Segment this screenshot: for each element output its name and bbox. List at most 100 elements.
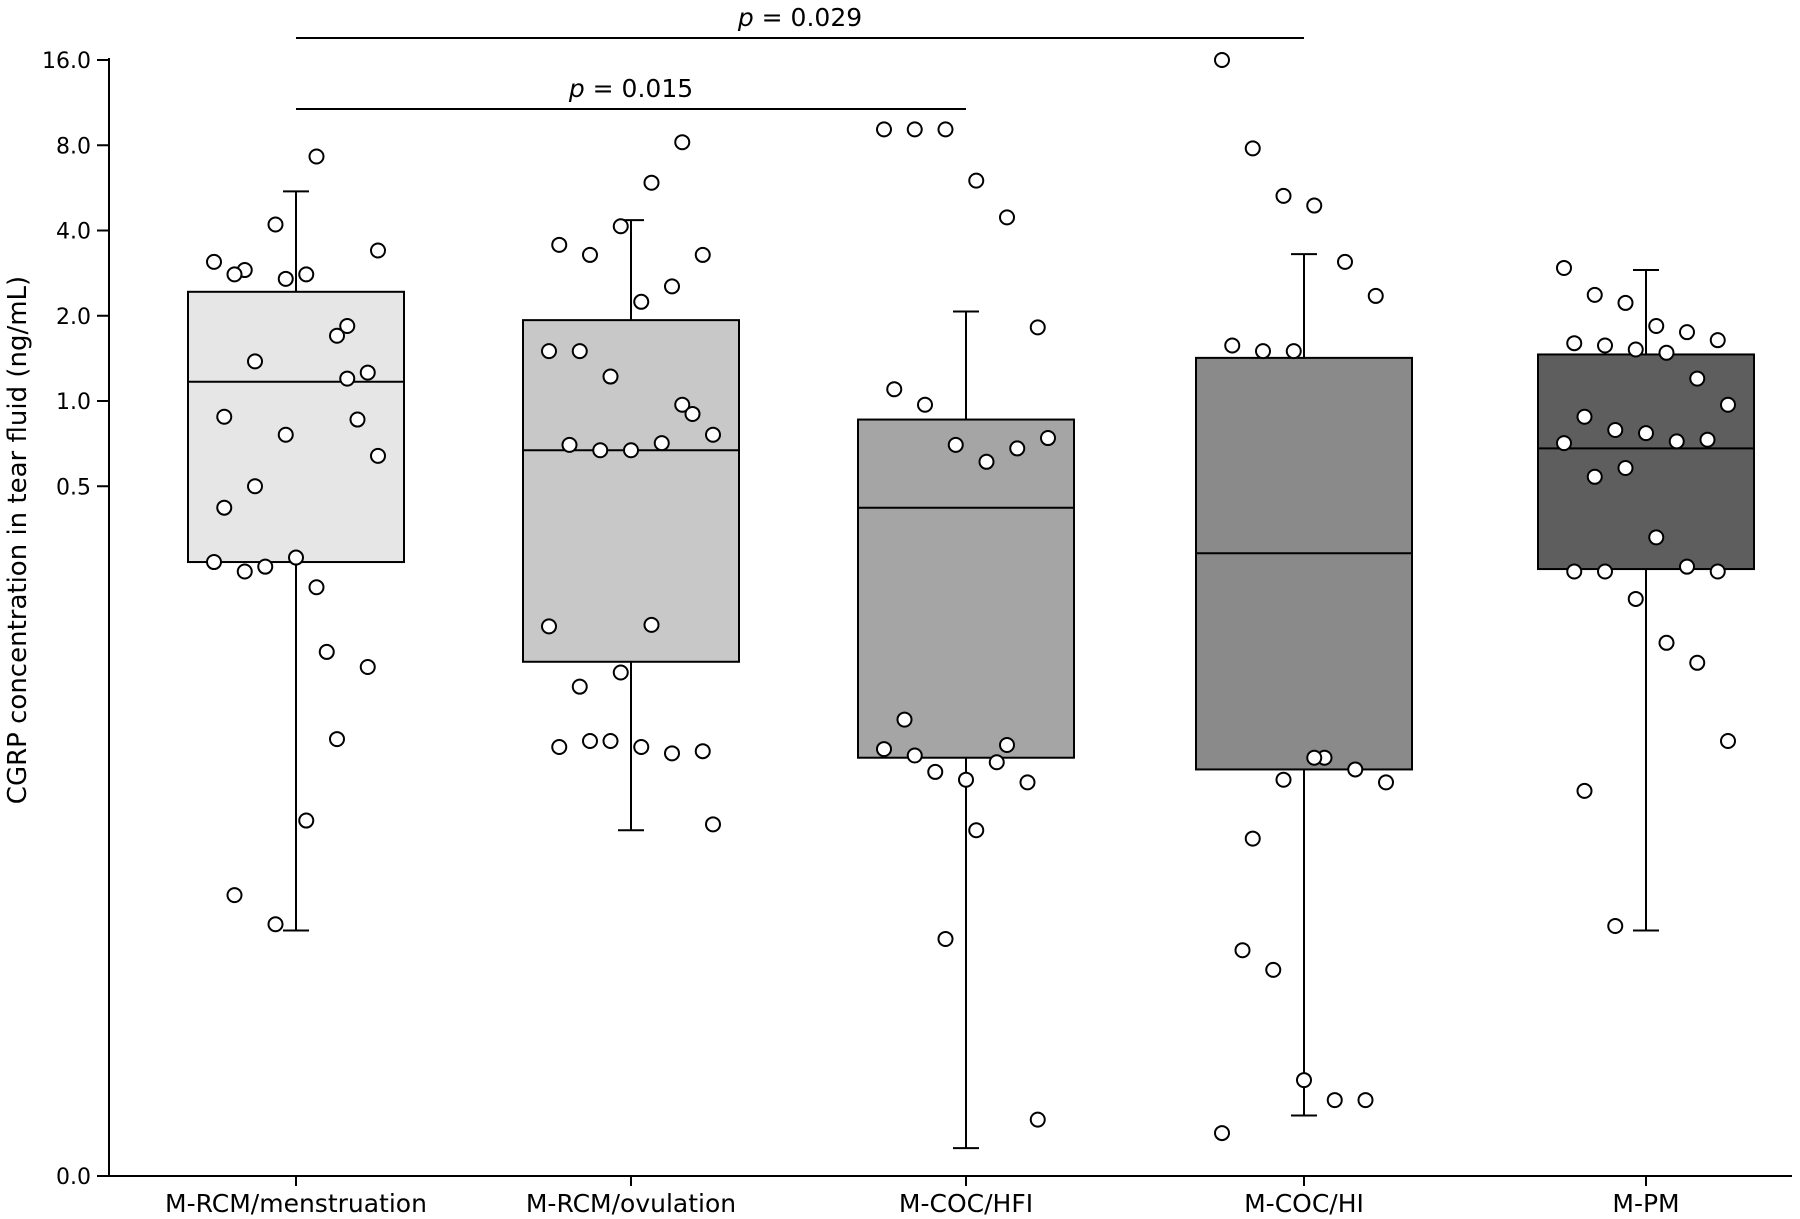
- data-point: [633, 293, 650, 310]
- x-tick-label: M-RCM/ovulation: [526, 1189, 736, 1218]
- data-point: [694, 246, 711, 263]
- data-point: [1285, 343, 1302, 360]
- y-tick-label: 16.0: [42, 49, 91, 74]
- data-point: [1668, 433, 1685, 450]
- data-point: [247, 353, 263, 370]
- data-point: [1648, 529, 1665, 546]
- data-point: [1244, 830, 1261, 847]
- data-point: [1720, 733, 1736, 750]
- data-point: [571, 343, 588, 360]
- data-point: [705, 816, 721, 833]
- iqr-box: [857, 418, 1075, 759]
- data-point: [582, 246, 598, 263]
- data-point: [1224, 337, 1241, 354]
- data-point: [1326, 1092, 1343, 1109]
- data-point: [1576, 408, 1593, 425]
- data-point: [674, 134, 691, 151]
- data-point: [206, 253, 222, 270]
- data-point: [653, 435, 670, 452]
- data-point: [267, 216, 284, 233]
- data-point: [1709, 332, 1726, 349]
- data-point: [1576, 782, 1593, 799]
- data-point: [1357, 1092, 1374, 1109]
- x-tick-label: M-PM: [1612, 1189, 1679, 1218]
- data-point: [947, 436, 964, 453]
- data-point: [1265, 961, 1282, 978]
- data-point: [206, 554, 222, 571]
- data-point: [561, 436, 578, 453]
- data-point: [1658, 344, 1675, 361]
- data-point: [1029, 319, 1046, 336]
- data-point: [1255, 343, 1271, 360]
- data-point: [592, 442, 609, 459]
- data-point: [288, 549, 304, 566]
- data-point: [1566, 563, 1583, 580]
- data-point: [978, 453, 995, 470]
- data-point: [277, 270, 294, 287]
- data-point: [267, 916, 284, 933]
- data-point: [1617, 459, 1634, 476]
- data-point: [339, 370, 356, 387]
- data-point: [876, 741, 892, 758]
- box-group: [1537, 259, 1755, 935]
- data-point: [349, 411, 366, 428]
- data-point: [339, 318, 356, 335]
- data-point: [602, 368, 619, 385]
- data-point: [216, 408, 233, 425]
- data-point: [937, 930, 954, 947]
- significance-label: p = 0.029: [737, 3, 862, 32]
- data-point: [1597, 337, 1613, 354]
- data-point: [226, 266, 243, 283]
- data-point: [623, 442, 639, 459]
- iqr-box: [1537, 353, 1755, 571]
- data-point: [602, 733, 619, 750]
- iqr-box: [1195, 356, 1413, 771]
- x-tick-label: M-COC/HFI: [899, 1189, 1033, 1218]
- data-point: [684, 405, 701, 422]
- iqr-box: [187, 290, 405, 564]
- y-tick-label: 2.0: [56, 305, 91, 330]
- data-point: [1029, 1111, 1046, 1128]
- data-point: [1337, 253, 1353, 270]
- data-point: [694, 743, 711, 760]
- data-point: [298, 266, 315, 283]
- box-group: [857, 121, 1075, 1150]
- data-point: [318, 643, 335, 660]
- y-tick-label: 0.0: [56, 1165, 91, 1190]
- data-point: [216, 499, 233, 516]
- data-point: [582, 733, 598, 750]
- data-point: [664, 745, 680, 762]
- significance-label: p = 0.015: [568, 74, 693, 103]
- data-point: [236, 563, 253, 580]
- data-point: [1378, 774, 1394, 791]
- data-point: [1306, 197, 1323, 214]
- data-point: [1627, 341, 1644, 358]
- data-point: [1347, 761, 1364, 778]
- data-point: [1234, 942, 1251, 959]
- y-tick-label: 8.0: [56, 134, 91, 159]
- data-point: [541, 343, 557, 360]
- data-point: [247, 478, 263, 495]
- box-group: [522, 134, 740, 833]
- box-group: [187, 148, 405, 933]
- x-tick-label: M-RCM/menstruation: [165, 1189, 427, 1218]
- data-point: [370, 447, 386, 464]
- data-point: [917, 396, 933, 413]
- data-point: [257, 558, 274, 575]
- y-tick-label: 0.5: [56, 475, 91, 500]
- data-point: [1648, 318, 1665, 335]
- data-point: [359, 364, 376, 381]
- data-point: [906, 747, 923, 764]
- data-point: [1556, 435, 1572, 452]
- data-point: [1306, 749, 1323, 766]
- data-point: [999, 736, 1015, 753]
- data-point: [937, 121, 954, 138]
- data-point: [1556, 259, 1572, 276]
- box-group: [1195, 52, 1413, 1142]
- data-point: [1720, 396, 1736, 413]
- data-point: [612, 218, 629, 235]
- data-point: [1679, 558, 1695, 575]
- boxes-layer: [187, 52, 1755, 1150]
- data-point: [1244, 140, 1261, 157]
- data-point: [906, 121, 923, 138]
